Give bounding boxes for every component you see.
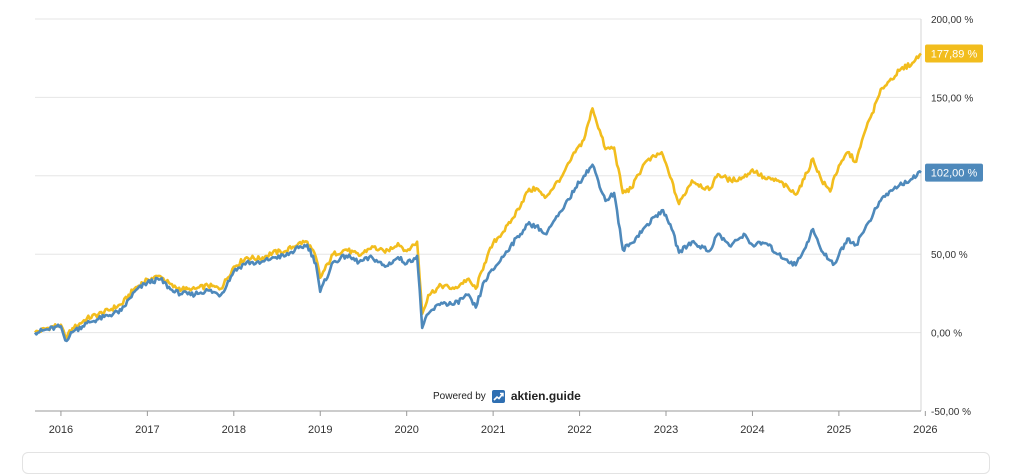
brand-name: aktien.guide: [510, 389, 581, 403]
powered-by-attribution[interactable]: Powered by aktien.guide: [433, 389, 581, 403]
series-lines: [33, 52, 922, 343]
series-line: [33, 163, 922, 343]
x-tick-label: 2016: [49, 424, 73, 436]
end-value-label: 177,89 %: [931, 48, 978, 60]
series-line: [33, 52, 922, 340]
end-value-badge: 177,89 %: [925, 44, 983, 63]
x-tick-labels: 2016 2017 2018 2019 2020 2021 2022 2023 2024 2025…: [49, 424, 938, 436]
x-tick-label: 2026: [913, 424, 937, 436]
x-tick-label: 2023: [654, 424, 678, 436]
x-tick-label: 2020: [394, 424, 418, 436]
performance-chart: 2016 2017 2018 2019 2020 2021 2022 2023 2024 2025…: [33, 15, 983, 436]
y-tick-label: 150,00 %: [931, 93, 973, 104]
x-tick-label: 2024: [740, 424, 764, 436]
end-value-badge: 102,00 %: [925, 163, 983, 182]
x-tick-label: 2019: [308, 424, 332, 436]
y-tick-label: 0,00 %: [931, 329, 962, 340]
powered-by-label: Powered by: [433, 390, 486, 402]
x-tick-label: 2022: [567, 424, 591, 436]
x-tick-label: 2018: [222, 424, 246, 436]
end-value-badges: 177,89 % 102,00 %: [925, 44, 983, 182]
x-tick-label: 2017: [135, 424, 159, 436]
x-tick-label: 2025: [827, 424, 851, 436]
y-tick-labels: -50,00 %0,00 %50,00 %100,00 %150,00 %200…: [931, 15, 973, 418]
x-tick-label: 2021: [481, 424, 505, 436]
end-value-label: 102,00 %: [931, 168, 978, 180]
y-tick-label: 50,00 %: [931, 250, 968, 261]
y-tick-label: 200,00 %: [931, 15, 973, 26]
bottom-panel: [22, 452, 990, 474]
trend-chart-icon: [491, 389, 505, 403]
x-axis: [35, 19, 926, 416]
y-tick-label: -50,00 %: [931, 407, 971, 418]
grid-lines: [35, 18, 921, 334]
